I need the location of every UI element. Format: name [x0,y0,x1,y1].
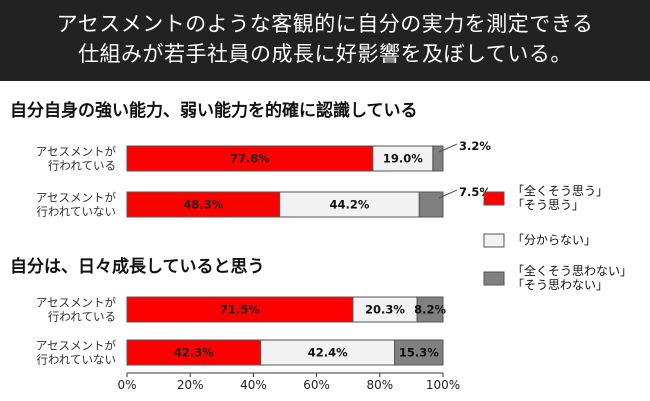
x-tick-label: 80% [366,378,393,392]
data-label: 20.3% [365,303,405,317]
x-tick-label: 20% [177,378,204,392]
legend-label: 「そう思う」 [512,198,584,212]
row-label: アセスメントが行われていない [36,191,117,219]
x-tick-label: 100% [426,378,460,392]
bar-segment [260,339,396,366]
header-banner: アセスメントのような客観的に自分の実力を測定できる 仕組みが若手社員の成長に好影… [0,0,650,81]
legend-label: 「分からない」 [512,233,596,247]
bar-segment [372,145,434,172]
x-tick-label: 40% [240,378,267,392]
legend-label: 「全くそう思わない」 [512,263,632,278]
leader-line [438,143,458,153]
bar-segment [279,191,420,218]
row-label-line: アセスメントが [36,296,117,310]
header-line-2: 仕組みが若手社員の成長に好影響を及ぼしている。 [78,42,572,66]
data-label: 71.5% [220,303,260,317]
bar-segment [126,191,281,218]
x-tick-label: 60% [303,378,330,392]
legend-swatch [483,233,505,248]
bar-segment [416,296,444,323]
data-label: 8.2% [414,303,446,317]
chart-1-title: 自分自身の強い能力、弱い能力を的確に認識している [10,100,418,121]
bar-segment [394,339,444,366]
row-label: アセスメントが行われている [36,145,117,173]
data-label: 15.3% [399,346,439,360]
data-label: 48.3% [183,198,223,212]
data-label: 77.8% [230,152,270,166]
row-label: アセスメントが行われていない [36,339,117,367]
data-label: 19.0% [383,152,423,166]
leader-line [438,189,458,199]
row-label-line: 行われている [48,159,116,173]
data-label: 42.4% [308,346,348,360]
chart-2-title: 自分は、日々成長していると思う [10,256,265,277]
bar-segment [418,191,444,218]
legend-label: 「そう思わない」 [512,278,608,292]
data-label: 42.3% [174,346,214,360]
x-tick-label: 0% [117,378,136,392]
row-label-line: アセスメントが [36,145,117,159]
bar-segment [432,145,444,172]
row-label-line: 行われている [48,310,116,324]
bar-segment [126,339,262,366]
row-label: アセスメントが行われている [36,296,117,324]
legend-swatch [483,191,505,206]
row-label-line: アセスメントが [36,339,117,353]
row-label-line: 行われていない [36,353,116,367]
row-label-line: 行われていない [36,205,116,219]
legend-swatch [483,271,505,286]
data-label: 7.5% [459,185,491,199]
data-label: 44.2% [330,198,370,212]
data-label: 3.2% [459,139,491,153]
row-label-line: アセスメントが [36,191,117,205]
header-line-1: アセスメントのような客観的に自分の実力を測定できる [56,12,594,36]
legend-label: 「全くそう思う」 [512,183,608,198]
